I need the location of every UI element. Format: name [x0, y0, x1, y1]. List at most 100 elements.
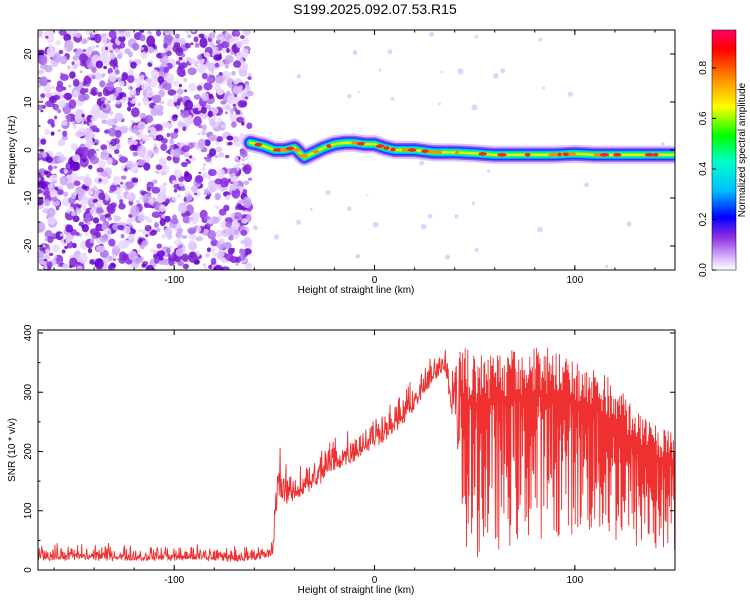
noise-speck: [112, 175, 121, 185]
noise-speck: [50, 131, 55, 136]
noise-speck: [108, 207, 113, 212]
noise-speck: [230, 212, 235, 219]
snr-series: [38, 347, 675, 563]
noise-speck: [43, 199, 51, 207]
noise-speck: [88, 164, 93, 170]
noise-speck: [207, 62, 216, 72]
noise-speck: [156, 243, 162, 249]
noise-speck: [128, 250, 138, 261]
noise-speck: [215, 75, 224, 84]
noise-speck: [44, 238, 48, 242]
noise-speck: [103, 65, 107, 70]
noise-speck: [101, 119, 108, 124]
colorbar-tick-label: 0.0: [698, 263, 709, 277]
noise-speck: [181, 161, 188, 168]
faint-speck: [252, 225, 258, 231]
noise-speck: [161, 258, 171, 266]
noise-speck: [100, 144, 108, 151]
noise-speck: [38, 138, 42, 146]
noise-speck: [100, 177, 109, 185]
noise-speck: [205, 253, 211, 258]
noise-speck: [155, 227, 161, 233]
noise-speck: [141, 51, 148, 60]
noise-speck: [109, 184, 117, 192]
noise-speck: [214, 155, 218, 159]
noise-speck: [162, 121, 172, 128]
noise-speck: [39, 196, 44, 201]
noise-speck: [80, 61, 87, 67]
noise-speck: [236, 116, 244, 123]
faint-speck: [355, 253, 361, 259]
noise-speck: [45, 92, 52, 98]
noise-speck: [81, 38, 88, 45]
ridge-peak: [644, 153, 655, 157]
noise-speck: [222, 105, 227, 110]
noise-speck: [110, 138, 117, 147]
y-tick-label: 0: [23, 147, 34, 153]
noise-speck: [46, 79, 51, 83]
noise-speck: [59, 55, 68, 65]
noise-speck: [176, 88, 184, 95]
ridge-peak: [356, 141, 365, 146]
noise-speck: [61, 120, 68, 126]
faint-speck: [500, 68, 506, 74]
noise-speck: [77, 204, 82, 209]
noise-speck: [239, 149, 248, 158]
noise-speck: [246, 122, 253, 130]
faint-speck: [366, 194, 369, 197]
noise-speck: [246, 90, 254, 97]
noise-speck: [102, 104, 107, 109]
noise-speck: [209, 246, 216, 253]
faint-speck: [444, 254, 450, 260]
noise-speck: [173, 188, 178, 193]
noise-speck: [162, 55, 169, 63]
noise-speck: [206, 76, 215, 83]
noise-speck: [141, 134, 150, 142]
noise-speck: [208, 134, 218, 142]
noise-speck: [120, 233, 125, 239]
noise-speck: [146, 87, 154, 98]
noise-speck: [65, 114, 72, 120]
ridge-peak: [292, 148, 302, 152]
noise-speck: [205, 195, 210, 200]
noise-speck: [175, 248, 184, 257]
noise-speck: [166, 99, 174, 107]
noise-speck: [38, 54, 48, 66]
noise-speck: [204, 139, 211, 147]
noise-speck: [184, 114, 194, 126]
noise-speck: [204, 104, 211, 110]
noise-speck: [45, 156, 53, 163]
noise-speck: [209, 161, 213, 165]
noise-speck: [108, 72, 118, 82]
noise-speck: [55, 207, 60, 211]
faint-speck: [352, 50, 358, 56]
noise-speck: [120, 175, 127, 180]
noise-speck: [238, 199, 244, 204]
noise-speck: [137, 249, 141, 253]
noise-speck: [229, 108, 235, 114]
noise-speck: [220, 100, 227, 105]
noise-speck: [178, 56, 183, 61]
noise-speck: [112, 215, 121, 222]
noise-speck: [43, 83, 52, 93]
noise-speck: [207, 110, 213, 118]
noise-speck: [188, 234, 197, 240]
noise-speck: [43, 190, 51, 198]
noise-speck: [150, 69, 159, 78]
noise-speck: [84, 212, 93, 221]
noise-speck: [89, 238, 95, 244]
noise-speck: [137, 145, 147, 158]
noise-speck: [112, 124, 116, 128]
noise-speck: [180, 64, 184, 68]
noise-speck: [159, 100, 165, 105]
noise-speck: [152, 179, 158, 184]
noise-speck: [118, 240, 126, 249]
faint-speck: [567, 91, 574, 97]
ridge-peak: [401, 148, 410, 152]
noise-speck: [197, 235, 204, 242]
noise-speck: [243, 164, 252, 175]
noise-speck: [72, 64, 78, 70]
noise-speck: [139, 112, 147, 119]
noise-speck: [123, 167, 128, 172]
ridge-peak: [433, 150, 443, 155]
